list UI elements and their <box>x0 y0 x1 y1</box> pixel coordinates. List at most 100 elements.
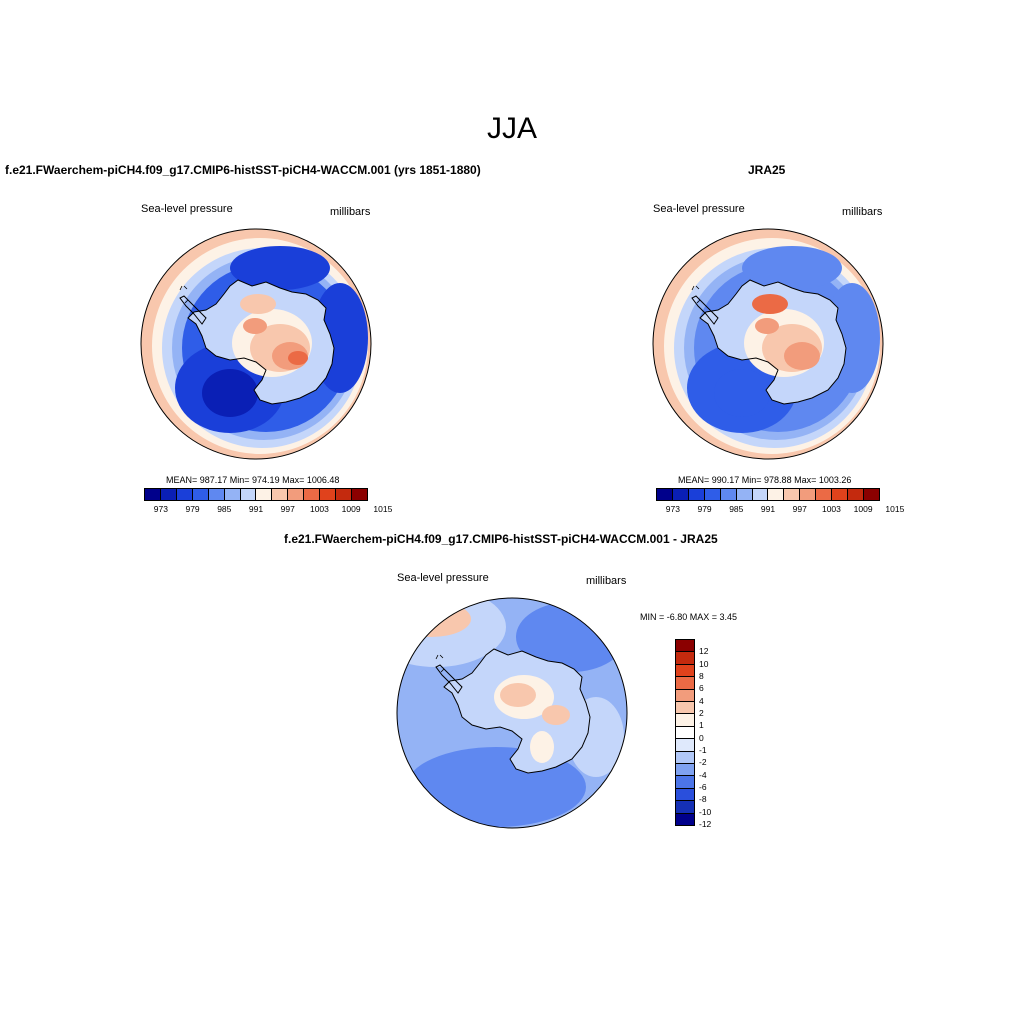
colorbar-swatch <box>676 764 694 777</box>
colorbar-swatch <box>208 489 225 500</box>
colorbar-swatch <box>676 788 694 802</box>
map-boundary <box>652 228 884 460</box>
colorbar-tick-label: -6 <box>699 782 707 792</box>
colorbar-tick-label: -1 <box>699 745 707 755</box>
colorbar-tick-label: 985 <box>217 504 232 514</box>
diff-polar-map <box>396 597 628 829</box>
peninsula-coastline <box>691 295 719 325</box>
colorbar-swatch <box>272 489 289 500</box>
colorbar-swatch <box>676 652 694 665</box>
colorbar-swatch <box>800 489 817 500</box>
model-polar-map <box>140 228 372 460</box>
colorbar-swatch <box>816 489 833 500</box>
colorbar-swatch <box>720 489 737 500</box>
colorbar-swatch <box>676 677 694 690</box>
colorbar-swatch <box>676 751 694 765</box>
colorbar-tick-label: 1009 <box>853 504 873 514</box>
obs-colorbar <box>656 488 880 501</box>
colorbar-tick-label: 1015 <box>373 504 393 514</box>
model-colorbar <box>144 488 368 501</box>
colorbar-swatch <box>704 489 721 500</box>
colorbar-tick-label: -12 <box>699 819 712 829</box>
colorbar-swatch <box>688 489 705 500</box>
colorbar-tick-label: 4 <box>699 695 704 706</box>
colorbar-tick-label: -8 <box>699 794 707 805</box>
model-variable-label: Sea-level pressure <box>141 203 233 215</box>
field-region <box>230 246 330 290</box>
colorbar-tick-label: 979 <box>697 504 712 514</box>
field-region <box>500 683 536 707</box>
island-coastline <box>179 285 189 304</box>
peninsula-coastline <box>179 295 207 325</box>
colorbar-tick-label: 12 <box>699 646 709 657</box>
colorbar-tick-label: 8 <box>699 671 704 681</box>
colorbar-tick-label: 10 <box>699 658 709 669</box>
colorbar-swatch <box>160 489 177 500</box>
colorbar-swatch <box>752 489 769 500</box>
colorbar-tick-label: 1003 <box>309 504 329 514</box>
field-region <box>784 342 820 370</box>
colorbar-swatch <box>240 489 257 500</box>
colorbar-swatch <box>672 489 689 500</box>
model-stats: MEAN= 987.17 Min= 974.19 Max= 1006.48 <box>166 475 340 485</box>
colorbar-swatch <box>784 489 801 500</box>
colorbar-tick-label: 1015 <box>885 504 905 514</box>
colorbar-swatch <box>224 489 241 500</box>
colorbar-swatch <box>676 702 694 715</box>
colorbar-swatch <box>320 489 337 500</box>
field-region <box>530 731 554 763</box>
colorbar-tick-label: -4 <box>699 769 707 780</box>
colorbar-swatch <box>676 776 694 789</box>
figure-title: JJA <box>486 112 537 145</box>
antarctica-coastline <box>187 279 335 405</box>
colorbar-tick-label: 991 <box>760 504 776 514</box>
obs-units-label: millibars <box>842 206 883 218</box>
field-region <box>714 369 770 417</box>
obs-variable-label: Sea-level pressure <box>653 203 745 215</box>
antarctica-coastline <box>443 648 591 774</box>
colorbar-swatch <box>145 489 161 500</box>
colorbar-swatch <box>676 801 694 814</box>
map-boundary <box>140 228 372 460</box>
colorbar-tick-label: 991 <box>248 504 264 514</box>
colorbar-swatch <box>256 489 273 500</box>
obs-polar-map <box>652 228 884 460</box>
colorbar-tick-label: 1009 <box>341 504 361 514</box>
diff-variable-label: Sea-level pressure <box>397 572 489 584</box>
map-field <box>397 598 627 828</box>
colorbar-swatch <box>676 813 694 826</box>
diff-units-label: millibars <box>586 575 627 587</box>
diff-stats: MIN = -6.80 MAX = 3.45 <box>640 612 738 622</box>
map-boundary <box>396 597 628 829</box>
colorbar-swatch <box>768 489 785 500</box>
colorbar-swatch <box>192 489 209 500</box>
colorbar-swatch <box>676 664 694 678</box>
colorbar-swatch <box>336 489 352 500</box>
colorbar-swatch <box>288 489 305 500</box>
field-region <box>243 318 267 334</box>
colorbar-swatch <box>848 489 864 500</box>
field-region <box>240 294 276 314</box>
colorbar-swatch <box>832 489 849 500</box>
obs-panel-title: JRA25 <box>748 163 786 177</box>
field-region <box>202 369 258 417</box>
colorbar-swatch <box>657 489 673 500</box>
obs-stats: MEAN= 990.17 Min= 978.88 Max= 1003.26 <box>678 475 852 485</box>
colorbar-swatch <box>736 489 753 500</box>
colorbar-tick-label: 985 <box>729 504 744 514</box>
colorbar-tick-label: 979 <box>185 504 200 514</box>
map-field <box>653 229 883 459</box>
model-units-label: millibars <box>330 206 371 218</box>
model-panel-title: f.e21.FWaerchem-piCH4.f09_g17.CMIP6-hist… <box>5 163 481 177</box>
map-field <box>141 229 371 459</box>
colorbar-swatch <box>176 489 193 500</box>
diff-colorbar <box>675 639 695 826</box>
island-coastline <box>691 285 701 304</box>
field-region <box>542 705 570 725</box>
colorbar-tick-label: 0 <box>699 732 704 743</box>
colorbar-tick-label: 2 <box>699 708 704 718</box>
colorbar-tick-label: 973 <box>153 504 168 514</box>
antarctica-coastline <box>699 279 847 405</box>
colorbar-tick-label: 973 <box>665 504 680 514</box>
colorbar-swatch <box>676 739 694 752</box>
